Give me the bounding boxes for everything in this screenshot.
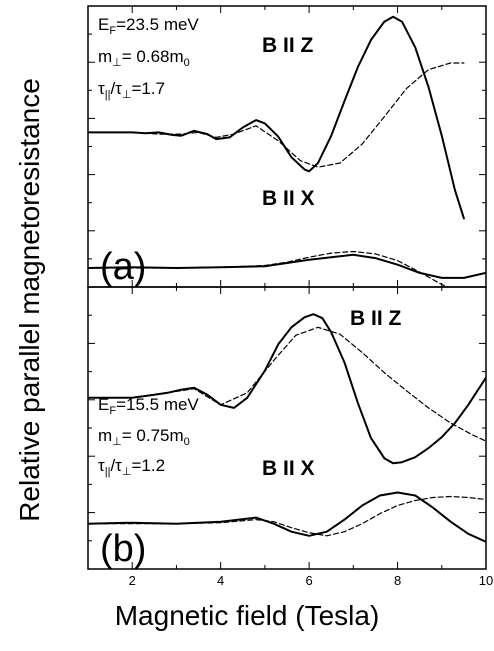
panel-b-label-bx: B II X: [262, 457, 315, 480]
panel-b-plot: 2 4 6 8 10: [88, 287, 493, 588]
panel-a-series-b-ii-z-dashed: [88, 62, 465, 168]
panel-a-label-bz: B II Z: [262, 34, 314, 57]
panel-a-label-bx: B II X: [262, 187, 315, 210]
x-tick-label: 10: [479, 573, 493, 588]
panel-b-param-1: EF=15.5 meV: [98, 395, 199, 417]
y-axis-label-text: Relative parallel magnetoresistance: [14, 78, 45, 522]
x-tick-label: 4: [217, 573, 224, 588]
panel-b-series-b-ii-x-solid: [88, 491, 486, 543]
panel-b-label-bz: B II Z: [350, 307, 402, 330]
panel-a-param-3: τ||/τ⊥=1.7: [98, 79, 165, 101]
panel-b-series-b-ii-x-dashed: [88, 495, 486, 537]
panel-a-param-1: EF=23.5 meV: [98, 15, 199, 37]
x-tick-label: 2: [129, 573, 136, 588]
x-tick-label: 6: [305, 573, 312, 588]
panel-b-letter: (b): [100, 528, 146, 570]
panel-a-param-2: m⊥= 0.68m0: [98, 47, 190, 69]
panel-b-series-b-ii-z-dashed: [88, 326, 486, 442]
panel-a-series-b-ii-x-dashed: [88, 250, 449, 287]
x-axis-label: Magnetic field (Tesla): [114, 600, 380, 631]
y-axis-label: Relative parallel magnetoresistance: [0, 0, 60, 570]
x-tick-label: 8: [394, 573, 401, 588]
panel-b-param-2: m⊥= 0.75m0: [98, 426, 190, 448]
panel-a-series-b-ii-z-solid: [88, 15, 465, 220]
panel-a: EF=23.5 meV m⊥= 0.68m0 τ||/τ⊥=1.7 B II Z…: [87, 5, 487, 288]
panel-a-plot: [88, 6, 487, 287]
panel-b: 2 4 6 8 10 EF=15.5 meV m⊥= 0.75m0 τ||/τ⊥=1.2…: [87, 286, 493, 588]
panel-a-letter: (a): [100, 246, 146, 288]
panel-b-param-3: τ||/τ⊥=1.2: [98, 456, 165, 478]
panel-a-series-b-ii-x-solid: [88, 253, 486, 279]
panel-b-series-b-ii-z-solid: [88, 313, 486, 465]
